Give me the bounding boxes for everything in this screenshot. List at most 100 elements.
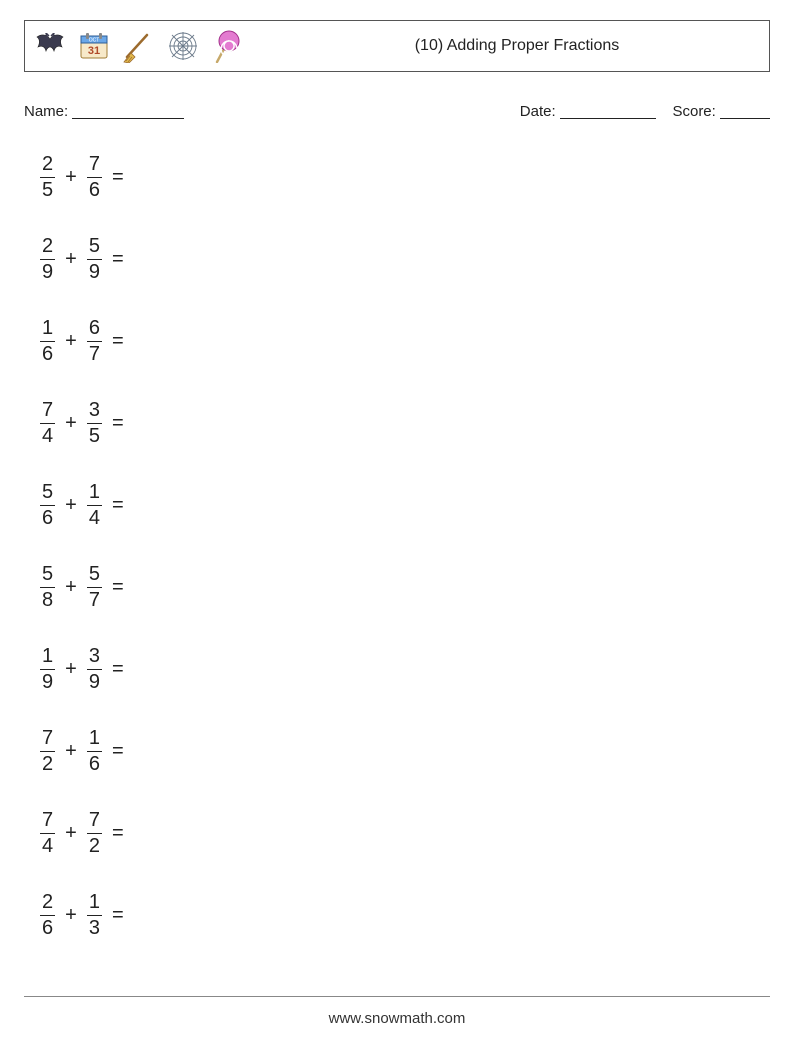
fraction-b: 35 [87, 400, 102, 447]
equals-sign: = [112, 330, 124, 353]
name-field: Name: [24, 100, 520, 120]
plus-operator: + [65, 658, 77, 681]
fraction-b: 57 [87, 564, 102, 611]
plus-operator: + [65, 904, 77, 927]
fraction-bar [40, 669, 55, 670]
plus-operator: + [65, 166, 77, 189]
fraction-a: 19 [40, 646, 55, 693]
fraction-a: 58 [40, 564, 55, 611]
fraction-a-den: 8 [40, 590, 55, 611]
fraction-a-den: 4 [40, 426, 55, 447]
fraction-a-den: 4 [40, 836, 55, 857]
footer-text: www.snowmath.com [0, 1010, 794, 1027]
equals-sign: = [112, 904, 124, 927]
fraction-b: 72 [87, 810, 102, 857]
equals-sign: = [112, 576, 124, 599]
problem-row: 74+72= [40, 808, 770, 858]
fraction-a-den: 2 [40, 754, 55, 775]
score-label: Score: [672, 103, 715, 120]
plus-operator: + [65, 330, 77, 353]
fraction-a-num: 7 [40, 728, 55, 749]
equals-sign: = [112, 248, 124, 271]
fraction-a: 29 [40, 236, 55, 283]
fraction-bar [87, 751, 102, 752]
date-blank[interactable] [560, 103, 656, 119]
header-icons: OCT 31 [33, 29, 243, 63]
calendar-31-icon: OCT 31 [79, 31, 109, 61]
fraction-b-num: 6 [87, 318, 102, 339]
fraction-b-num: 1 [87, 728, 102, 749]
problem-row: 56+14= [40, 480, 770, 530]
problem-row: 58+57= [40, 562, 770, 612]
equals-sign: = [112, 412, 124, 435]
problem-row: 74+35= [40, 398, 770, 448]
fraction-b: 39 [87, 646, 102, 693]
fraction-b-den: 9 [87, 262, 102, 283]
fraction-bar [87, 341, 102, 342]
fraction-a-den: 9 [40, 672, 55, 693]
fraction-a: 74 [40, 810, 55, 857]
fraction-bar [40, 341, 55, 342]
fraction-b-num: 1 [87, 892, 102, 913]
fraction-a: 26 [40, 892, 55, 939]
problem-row: 25+76= [40, 152, 770, 202]
fraction-a-den: 6 [40, 918, 55, 939]
name-blank[interactable] [72, 103, 184, 119]
plus-operator: + [65, 740, 77, 763]
plus-operator: + [65, 412, 77, 435]
equals-sign: = [112, 740, 124, 763]
spiderweb-icon [167, 30, 199, 62]
fraction-a-den: 5 [40, 180, 55, 201]
fraction-bar [87, 423, 102, 424]
bat-icon [33, 33, 67, 59]
fraction-a: 72 [40, 728, 55, 775]
fraction-a-den: 9 [40, 262, 55, 283]
fraction-a-num: 2 [40, 154, 55, 175]
score-blank[interactable] [720, 103, 770, 119]
fraction-a-num: 7 [40, 810, 55, 831]
fraction-bar [40, 833, 55, 834]
fraction-b-den: 4 [87, 508, 102, 529]
fraction-b-num: 3 [87, 646, 102, 667]
fraction-bar [40, 587, 55, 588]
fraction-b: 14 [87, 482, 102, 529]
fraction-bar [40, 177, 55, 178]
fraction-b: 16 [87, 728, 102, 775]
worksheet-page: OCT 31 [0, 0, 794, 1053]
fraction-bar [40, 915, 55, 916]
fraction-bar [87, 587, 102, 588]
equals-sign: = [112, 658, 124, 681]
fraction-a-num: 5 [40, 482, 55, 503]
equals-sign: = [112, 822, 124, 845]
problem-row: 29+59= [40, 234, 770, 284]
svg-text:31: 31 [88, 45, 100, 57]
fraction-bar [87, 833, 102, 834]
fraction-b-den: 7 [87, 344, 102, 365]
fraction-b-num: 1 [87, 482, 102, 503]
problem-row: 26+13= [40, 890, 770, 940]
fraction-a: 74 [40, 400, 55, 447]
equals-sign: = [112, 166, 124, 189]
fraction-bar [87, 669, 102, 670]
fraction-bar [87, 915, 102, 916]
fraction-a-num: 7 [40, 400, 55, 421]
broom-icon [121, 29, 155, 63]
header-box: OCT 31 [24, 20, 770, 72]
fraction-b-den: 6 [87, 180, 102, 201]
fraction-bar [40, 505, 55, 506]
fraction-bar [40, 751, 55, 752]
fraction-bar [87, 505, 102, 506]
name-label: Name: [24, 103, 68, 120]
problem-row: 72+16= [40, 726, 770, 776]
lollipop-icon [211, 29, 243, 63]
fraction-a-den: 6 [40, 508, 55, 529]
problem-list: 25+76=29+59=16+67=74+35=56+14=58+57=19+3… [40, 152, 770, 940]
fraction-b-num: 7 [87, 154, 102, 175]
footer-rule [24, 996, 770, 997]
fraction-bar [40, 423, 55, 424]
fraction-b-num: 7 [87, 810, 102, 831]
problem-row: 19+39= [40, 644, 770, 694]
fraction-a-num: 1 [40, 646, 55, 667]
fraction-a: 25 [40, 154, 55, 201]
plus-operator: + [65, 494, 77, 517]
